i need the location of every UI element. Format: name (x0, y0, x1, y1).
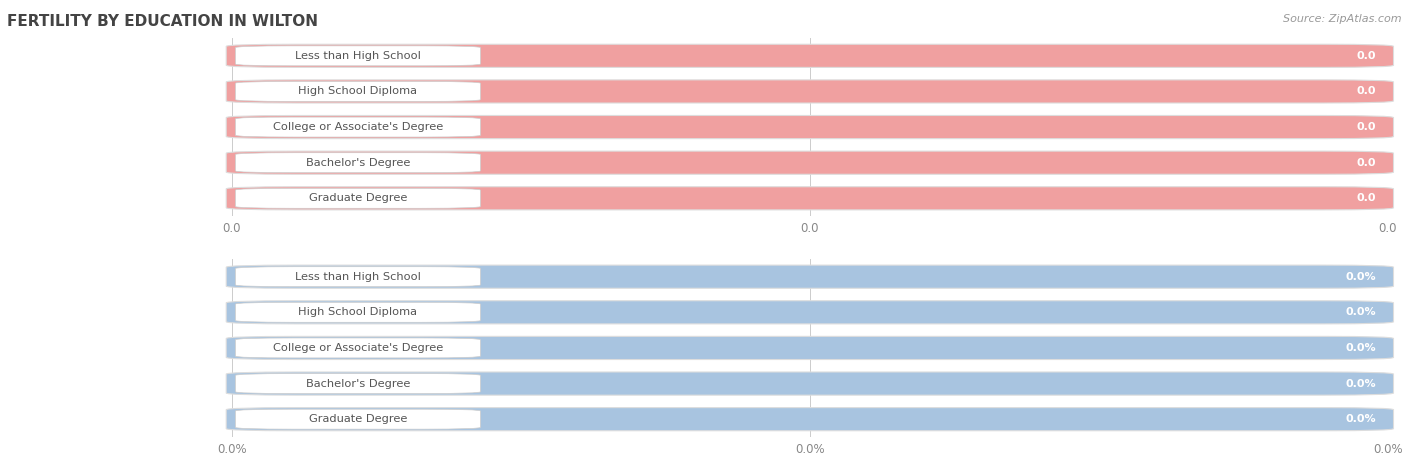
Text: High School Diploma: High School Diploma (298, 307, 418, 317)
FancyBboxPatch shape (226, 44, 1393, 67)
Text: 0.0: 0.0 (1357, 51, 1376, 61)
FancyBboxPatch shape (226, 336, 1393, 360)
FancyBboxPatch shape (226, 301, 1393, 324)
Text: 0.0%: 0.0% (1346, 307, 1376, 317)
Text: 0.0: 0.0 (1357, 193, 1376, 203)
FancyBboxPatch shape (226, 80, 1393, 103)
Text: 0.0%: 0.0% (1346, 379, 1376, 389)
FancyBboxPatch shape (235, 409, 481, 429)
FancyBboxPatch shape (226, 115, 1393, 139)
Text: College or Associate's Degree: College or Associate's Degree (273, 122, 443, 132)
Text: High School Diploma: High School Diploma (298, 86, 418, 96)
Text: College or Associate's Degree: College or Associate's Degree (273, 343, 443, 353)
FancyBboxPatch shape (235, 373, 481, 393)
FancyBboxPatch shape (235, 153, 481, 173)
Text: 0.0: 0.0 (1357, 86, 1376, 96)
FancyBboxPatch shape (226, 265, 1393, 288)
FancyBboxPatch shape (235, 267, 481, 287)
FancyBboxPatch shape (226, 408, 1393, 431)
Text: Less than High School: Less than High School (295, 51, 420, 61)
Text: 0.0: 0.0 (1357, 158, 1376, 168)
FancyBboxPatch shape (226, 151, 1393, 174)
Text: Bachelor's Degree: Bachelor's Degree (305, 158, 411, 168)
Text: 0.0%: 0.0% (1346, 343, 1376, 353)
Text: 0.0%: 0.0% (1346, 272, 1376, 282)
Text: Graduate Degree: Graduate Degree (309, 193, 408, 203)
FancyBboxPatch shape (235, 82, 481, 102)
FancyBboxPatch shape (226, 372, 1393, 395)
FancyBboxPatch shape (235, 46, 481, 66)
Text: FERTILITY BY EDUCATION IN WILTON: FERTILITY BY EDUCATION IN WILTON (7, 14, 318, 29)
FancyBboxPatch shape (235, 117, 481, 137)
FancyBboxPatch shape (226, 187, 1393, 210)
Text: 0.0%: 0.0% (1346, 414, 1376, 424)
FancyBboxPatch shape (235, 303, 481, 323)
Text: Graduate Degree: Graduate Degree (309, 414, 408, 424)
Text: Bachelor's Degree: Bachelor's Degree (305, 379, 411, 389)
FancyBboxPatch shape (235, 338, 481, 358)
Text: Source: ZipAtlas.com: Source: ZipAtlas.com (1284, 14, 1402, 24)
FancyBboxPatch shape (235, 188, 481, 209)
Text: Less than High School: Less than High School (295, 272, 420, 282)
Text: 0.0: 0.0 (1357, 122, 1376, 132)
